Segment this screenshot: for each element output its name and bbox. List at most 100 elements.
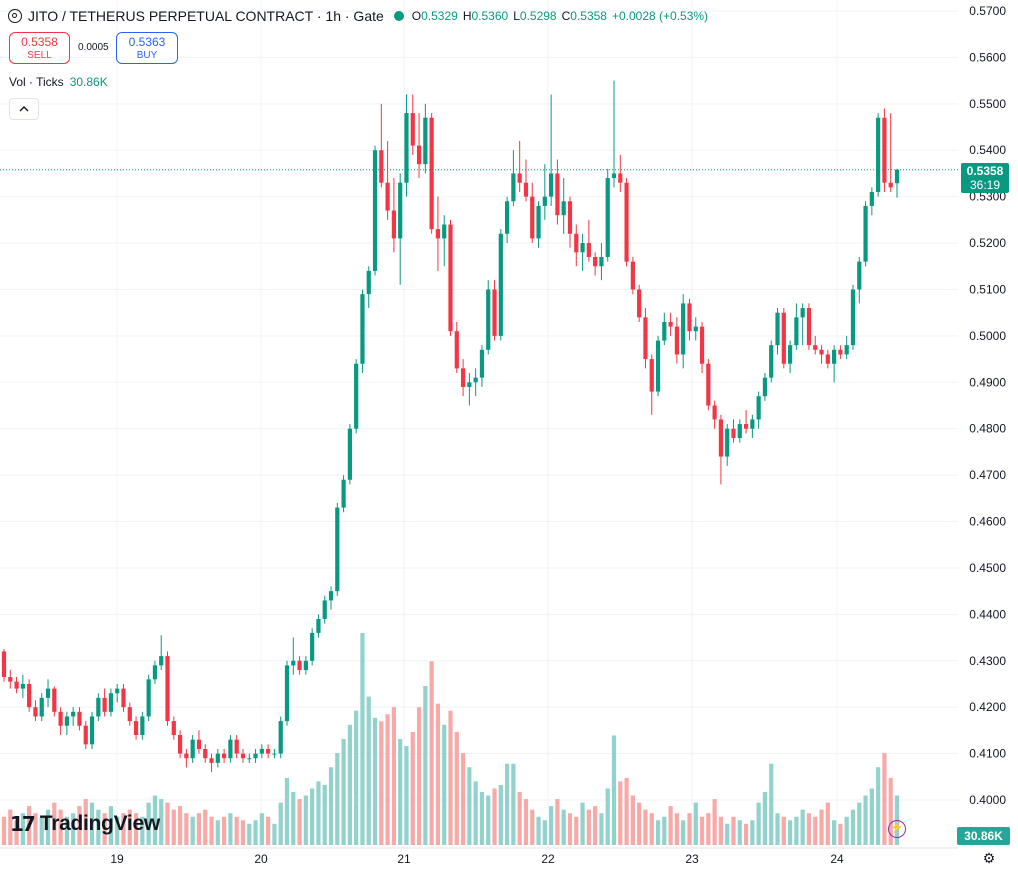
volume-bar — [787, 820, 793, 845]
volume-bar — [586, 809, 591, 845]
candle-body — [442, 224, 447, 239]
volume-bar — [303, 795, 308, 845]
candle-body — [599, 256, 604, 267]
volume-bar — [467, 767, 472, 845]
candle-body — [435, 229, 441, 239]
candle-countdown: 36:19 — [969, 178, 1001, 192]
volume-bar — [240, 820, 246, 845]
volume-bar — [706, 813, 711, 845]
settings-gear-icon[interactable]: ⚙ — [982, 850, 996, 866]
candle-body — [806, 308, 812, 346]
volume-bar — [844, 816, 849, 845]
candle-body — [467, 382, 472, 387]
open-value: O0.5329 — [411, 9, 458, 23]
lightning-icon[interactable]: ⚡ — [888, 820, 906, 838]
collapse-legend-button[interactable] — [9, 98, 39, 120]
price-tick-label: 0.4200 — [969, 700, 1006, 714]
volume-bar — [561, 809, 566, 845]
volume-bar — [737, 820, 742, 845]
volume-bar — [297, 799, 302, 845]
symbol-logo-icon — [8, 9, 22, 23]
volume-bar — [89, 802, 95, 845]
tradingview-logo[interactable]: 17 TradingView — [10, 812, 160, 836]
volume-bar — [781, 816, 786, 845]
candle-body — [234, 739, 239, 754]
volume-bar — [593, 806, 598, 845]
volume-bar — [806, 813, 812, 845]
candle-body — [586, 243, 591, 257]
candle-body — [555, 173, 560, 216]
candle-body — [284, 665, 290, 722]
price-tick-label: 0.5700 — [969, 4, 1006, 18]
volume-bar — [687, 813, 692, 845]
candle-body — [215, 753, 220, 763]
buy-label: BUY — [136, 50, 158, 61]
time-tick-label: 24 — [830, 852, 844, 866]
volume-bar — [335, 753, 340, 845]
volume-bar — [699, 816, 705, 845]
time-tick-label: 19 — [110, 852, 124, 866]
tradingview-mark-icon: 17 — [10, 812, 36, 836]
candle-body — [718, 419, 724, 457]
volume-bar — [819, 809, 824, 845]
buy-button[interactable]: 0.5363 BUY — [116, 32, 178, 64]
volume-bar — [530, 809, 535, 845]
candle-body — [8, 677, 13, 682]
candle-body — [699, 326, 705, 364]
candle-body — [769, 345, 774, 378]
volume-bar — [45, 809, 51, 845]
candle-body — [611, 173, 617, 179]
candle-body — [196, 739, 202, 749]
volume-bar — [504, 763, 510, 845]
candle-body — [222, 753, 227, 759]
candle-body — [762, 377, 768, 397]
buy-price: 0.5363 — [128, 35, 166, 49]
candle-body — [819, 349, 824, 355]
candle-body — [800, 308, 805, 318]
symbol-title[interactable]: JITO / TETHERUS PERPETUAL CONTRACT · 1h … — [28, 8, 384, 24]
price-axis[interactable]: 0.5700 0.5600 0.5500 0.5400 0.5300 0.5200 0.51… — [969, 4, 1006, 807]
volume-bar — [668, 806, 673, 845]
volume-bar — [454, 731, 459, 845]
volume-bar — [14, 820, 19, 845]
volume-bar — [366, 696, 371, 845]
candles — [1, 80, 900, 773]
candle-body — [593, 256, 598, 267]
volume-bar — [404, 746, 409, 845]
volume-bar — [762, 792, 768, 845]
candle-body — [662, 321, 667, 341]
candle-body — [27, 683, 32, 708]
candle-body — [813, 345, 818, 350]
low-value: L0.5298 — [513, 9, 557, 23]
candle-body — [649, 359, 654, 392]
sell-button[interactable]: 0.5358 SELL — [9, 32, 70, 64]
volume-bar — [140, 816, 145, 845]
volume-bar — [429, 661, 434, 845]
candle-body — [850, 289, 856, 346]
volume-bar — [39, 816, 44, 845]
last-price-tag: 0.5358 36:19 — [961, 163, 1009, 193]
time-axis[interactable]: 19 20 21 22 23 24 — [0, 847, 958, 866]
volume-legend[interactable]: Vol · Ticks 30.86K — [9, 75, 108, 89]
candle-body — [574, 233, 579, 253]
candle-body — [561, 201, 566, 216]
candle-body — [894, 169, 900, 184]
candle-body — [549, 173, 554, 197]
candle-body — [750, 419, 755, 429]
time-tick-label: 20 — [254, 852, 268, 866]
candle-body — [869, 192, 874, 206]
price-tick-label: 0.4100 — [969, 747, 1006, 761]
volume-bar — [662, 816, 667, 845]
price-tick-label: 0.4500 — [969, 561, 1006, 575]
candle-body — [630, 261, 635, 290]
volume-bar — [385, 714, 390, 845]
candle-body — [655, 340, 661, 392]
volume-bar — [58, 809, 63, 845]
candle-body — [360, 294, 365, 364]
volume-bar — [177, 806, 183, 845]
volume-bar — [731, 816, 736, 845]
volume-bar — [328, 767, 334, 845]
candle-body — [14, 681, 19, 689]
candle-body — [687, 303, 692, 332]
